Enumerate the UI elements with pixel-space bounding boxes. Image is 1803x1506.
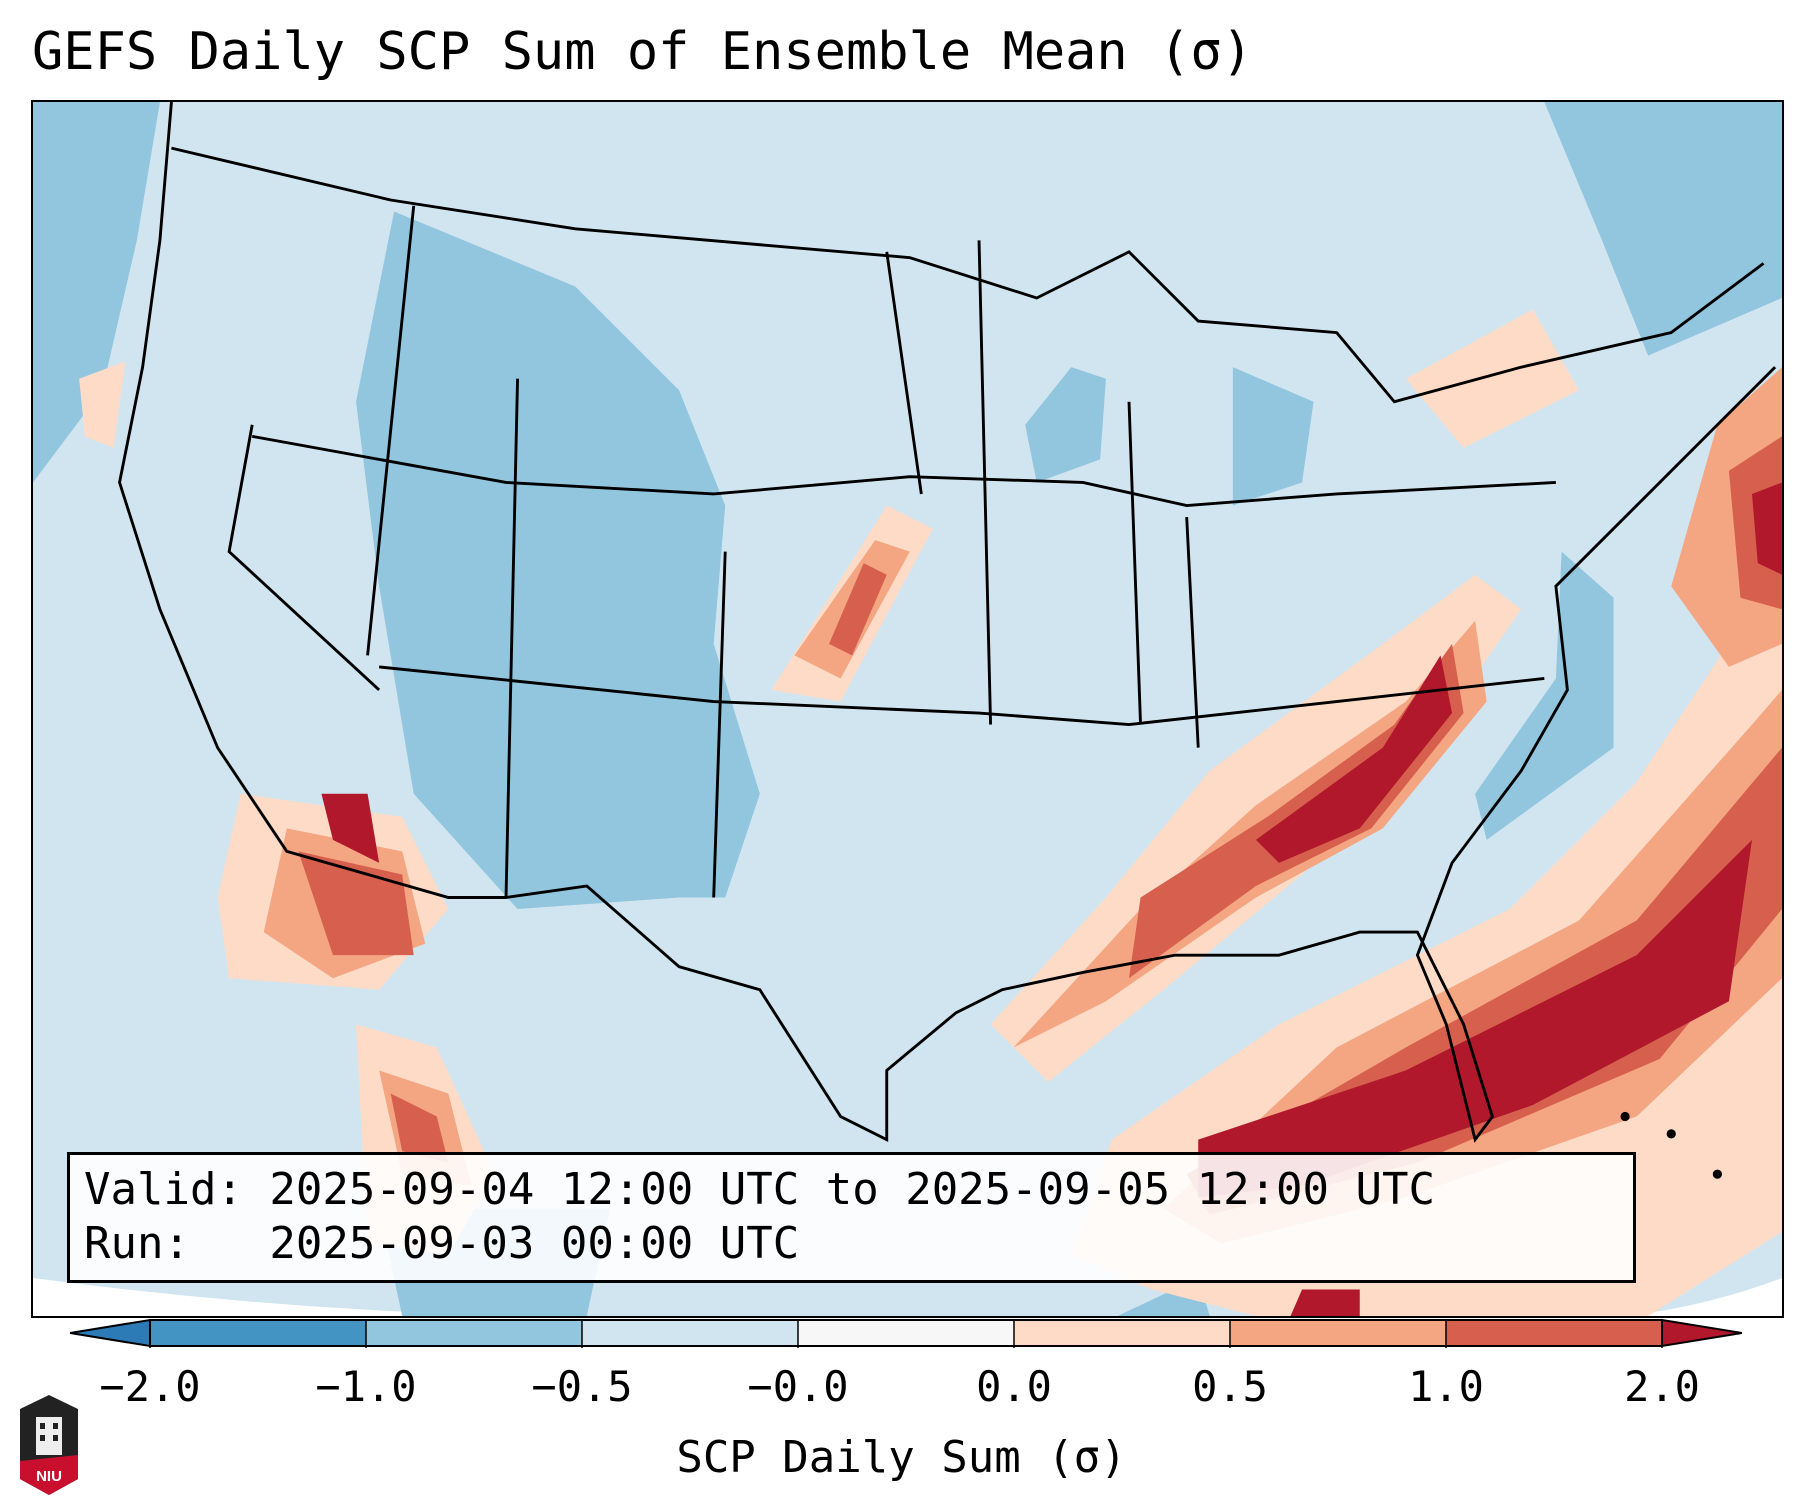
valid-time-box: Valid: 2025-09-04 12:00 UTC to 2025-09-0…: [67, 1152, 1636, 1283]
colorbar-segment: [582, 1320, 799, 1346]
colorbar-tick-label: −1.0: [315, 1362, 417, 1411]
chart-title: GEFS Daily SCP Sum of Ensemble Mean (σ): [32, 22, 1253, 82]
colorbar-extend-high: [1662, 1320, 1742, 1346]
colorbar-segment: [1446, 1320, 1663, 1346]
colorbar-segment: [798, 1320, 1015, 1346]
colorbar-tick-label: −2.0: [99, 1362, 201, 1411]
colorbar-tick-label: −0.0: [747, 1362, 849, 1411]
colorbar-label: SCP Daily Sum (σ): [676, 1432, 1127, 1483]
colorbar-tick-label: 1.0: [1408, 1362, 1484, 1411]
colorbar-extend-low: [70, 1320, 150, 1346]
colorbar-tick-label: −0.5: [531, 1362, 633, 1411]
colorbar-tick-label: 0.0: [976, 1362, 1052, 1411]
colorbar: [70, 1318, 1742, 1348]
colorbar-segment: [1014, 1320, 1231, 1346]
run-time-text: Run: 2025-09-03 00:00 UTC: [84, 1218, 800, 1269]
colorbar-tick-label: 2.0: [1624, 1362, 1700, 1411]
islands: [1620, 1111, 1723, 1179]
extreme-positive-anomaly-areas: [321, 482, 1782, 1316]
projection-edge: [33, 1277, 726, 1316]
colorbar-segment: [1230, 1320, 1447, 1346]
niu-logo: NIU: [20, 1395, 78, 1495]
svg-text:NIU: NIU: [36, 1468, 62, 1485]
map-panel: [31, 100, 1784, 1318]
valid-time-text: Valid: 2025-09-04 12:00 UTC to 2025-09-0…: [84, 1164, 1436, 1215]
colorbar-segment: [366, 1320, 583, 1346]
colorbar-segment: [150, 1320, 367, 1346]
projection-edge: [1625, 1277, 1782, 1316]
colorbar-tick-label: 0.5: [1192, 1362, 1268, 1411]
borders-coastlines: [118, 102, 1777, 1143]
scp-field-map: [33, 102, 1782, 1316]
